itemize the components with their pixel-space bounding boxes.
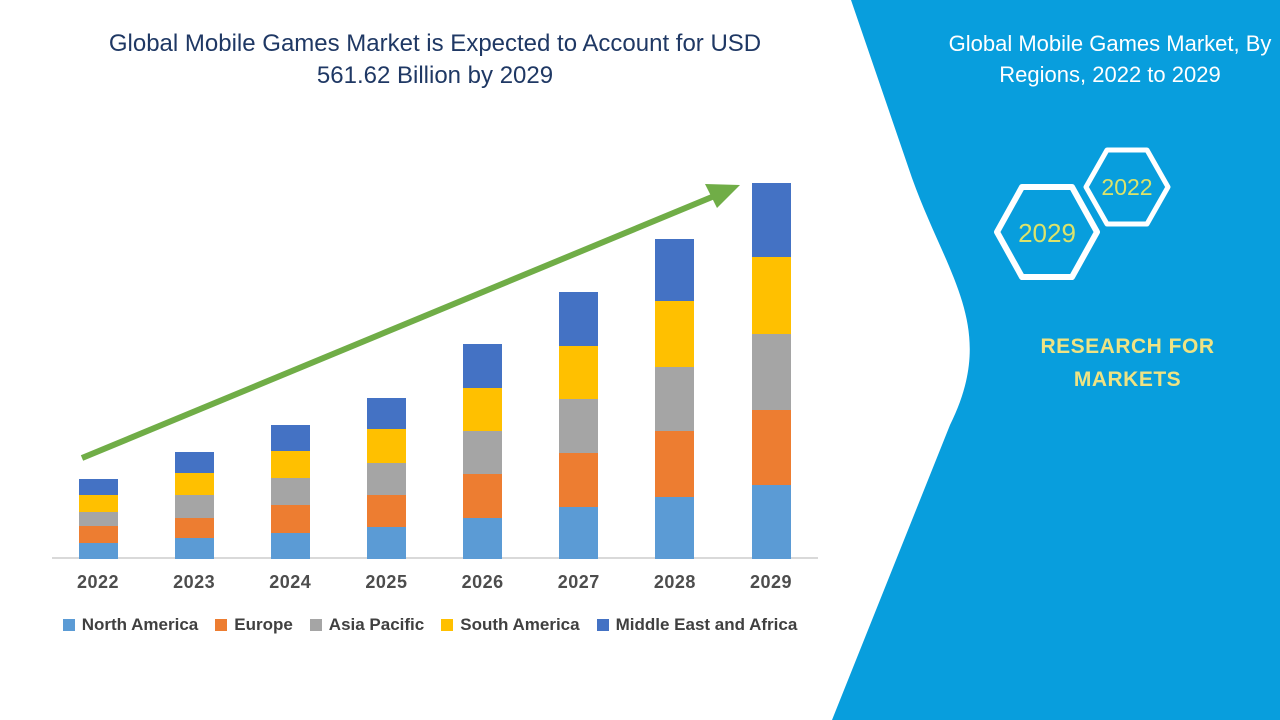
- brand-text: RESEARCH FOR MARKETS: [1015, 330, 1240, 396]
- legend-label: Asia Pacific: [328, 615, 425, 634]
- bar-segment-2024-middle-east-and-africa: [270, 424, 310, 452]
- bar-segment-2027-europe: [559, 452, 599, 507]
- bar-segment-2025-asia-pacific: [366, 463, 406, 496]
- legend-item-north-america: North America: [62, 615, 199, 635]
- chart-legend: North America Europe Asia Pacific South Ame…: [40, 615, 820, 635]
- hexagon-2022-label: 2022: [1101, 174, 1152, 200]
- trend-arrow-head-icon: [705, 184, 740, 208]
- x-axis-label-2026: 2026: [461, 572, 504, 592]
- x-axis-label-2025: 2025: [365, 572, 408, 592]
- bar-segment-2029-middle-east-and-africa: [751, 183, 791, 258]
- hexagon-2029-label: 2029: [1018, 218, 1076, 248]
- bar-segment-2028-south-america: [655, 300, 695, 368]
- bar-segment-2029-europe: [751, 409, 791, 486]
- chart-title: Global Mobile Games Market is Expected t…: [65, 28, 805, 92]
- bar-segment-2026-north-america: [463, 518, 503, 559]
- legend-item-south-america: South America: [441, 615, 580, 635]
- bar-segment-2022-north-america: [78, 542, 118, 559]
- bar-segment-2022-middle-east-and-africa: [78, 479, 118, 496]
- bar-segment-2027-north-america: [559, 506, 599, 559]
- legend-item-europe: Europe: [215, 615, 293, 635]
- bar-segment-2023-asia-pacific: [174, 495, 214, 518]
- legend-item-middle-east-and-africa: Middle East and Africa: [596, 615, 798, 635]
- hexagon-2029-icon: [994, 184, 1100, 280]
- legend-swatch-icon: [309, 619, 322, 631]
- bar-segment-2027-middle-east-and-africa: [559, 291, 599, 347]
- bar-segment-2025-south-america: [366, 429, 406, 464]
- bar-segment-2023-middle-east-and-africa: [174, 452, 214, 473]
- bar-segment-2026-south-america: [463, 387, 503, 431]
- legend-swatch-icon: [62, 619, 75, 631]
- legend-swatch-icon: [215, 619, 228, 631]
- side-panel-title-line2: Regions, 2022 to 2029: [999, 62, 1221, 87]
- brand-line2: MARKETS: [1073, 368, 1182, 391]
- legend-swatch-icon: [596, 619, 609, 631]
- bar-segment-2024-south-america: [270, 451, 310, 479]
- bar-segment-2024-asia-pacific: [270, 478, 310, 505]
- bar-segment-2023-south-america: [174, 472, 214, 496]
- bar-segment-2027-asia-pacific: [559, 398, 599, 453]
- bar-segment-2029-north-america: [751, 485, 791, 559]
- legend-label: South America: [460, 615, 580, 634]
- x-axis-label-2023: 2023: [173, 572, 216, 592]
- bar-segment-2025-europe: [366, 495, 406, 527]
- bar-segment-2024-europe: [270, 504, 310, 533]
- x-axis-line: [52, 557, 818, 559]
- bar-segment-2025-north-america: [366, 526, 406, 559]
- bar-segment-2023-north-america: [174, 538, 214, 559]
- bar-segment-2024-north-america: [270, 532, 310, 559]
- side-panel-title-line1: Global Mobile Games Market, By: [948, 31, 1272, 56]
- bar-segment-2029-asia-pacific: [751, 334, 791, 410]
- bar-segment-2022-south-america: [78, 495, 118, 512]
- bar-segment-2026-europe: [463, 474, 503, 519]
- x-axis-label-2022: 2022: [76, 572, 120, 592]
- bar-segment-2022-asia-pacific: [78, 511, 118, 527]
- bar-segment-2028-north-america: [655, 496, 695, 559]
- x-axis-label-2027: 2027: [557, 572, 600, 592]
- bar-segment-2028-asia-pacific: [655, 367, 695, 432]
- bar-segment-2028-middle-east-and-africa: [655, 238, 695, 301]
- chart-title-line1: Global Mobile Games Market is Expected t…: [108, 30, 762, 57]
- side-panel-title: Global Mobile Games Market, By Regions, …: [945, 28, 1275, 90]
- legend-label: North America: [81, 615, 199, 634]
- x-axis-label-2024: 2024: [269, 572, 312, 592]
- legend-label: Europe: [234, 615, 293, 634]
- x-axis-label-2028: 2028: [653, 572, 696, 592]
- bar-segment-2027-south-america: [559, 346, 599, 399]
- legend-swatch-icon: [441, 619, 454, 631]
- bar-segment-2023-europe: [174, 517, 214, 539]
- bar-segment-2029-south-america: [751, 257, 791, 335]
- chart-plot-area: North America Europe Asia Pacific South Ame…: [40, 183, 820, 635]
- bar-segment-2028-europe: [655, 431, 695, 497]
- hexagon-2022-icon: [1083, 147, 1171, 227]
- trend-arrow: [80, 184, 740, 461]
- x-axis-label-2029: 2029: [750, 572, 793, 592]
- bar-segment-2025-middle-east-and-africa: [366, 397, 406, 430]
- bar-segment-2026-asia-pacific: [463, 430, 503, 475]
- brand-line1: RESEARCH FOR: [1040, 335, 1215, 358]
- legend-item-asia-pacific: Asia Pacific: [309, 615, 425, 635]
- side-panel-shape: [832, 0, 1280, 720]
- bar-segment-2022-europe: [78, 526, 118, 543]
- bar-segment-2026-middle-east-and-africa: [463, 344, 503, 388]
- legend-label: Middle East and Africa: [615, 615, 798, 634]
- chart-title-line2: 561.62 Billion by 2029: [316, 62, 554, 89]
